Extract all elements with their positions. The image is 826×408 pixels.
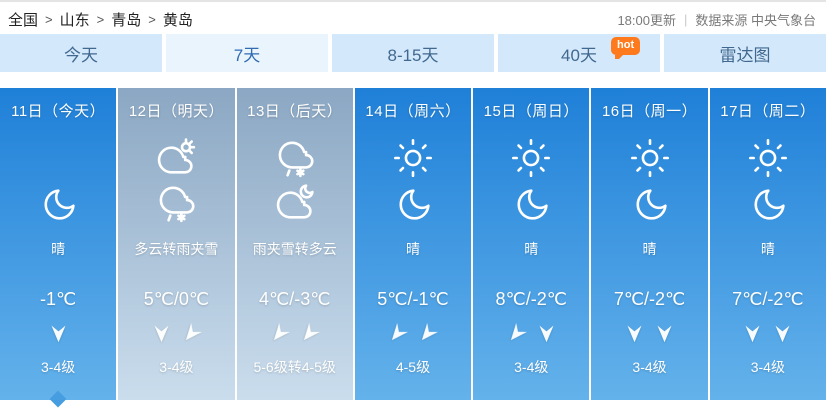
hot-badge: hot bbox=[611, 37, 641, 59]
wind-level: 5-6级转4-5级 bbox=[253, 359, 336, 375]
sun-icon bbox=[393, 138, 433, 178]
temperature: -1℃ bbox=[40, 289, 77, 309]
tab-radar[interactable]: 雷达图 bbox=[664, 34, 826, 72]
sun-icon bbox=[630, 138, 670, 178]
wind-arrows bbox=[387, 322, 439, 344]
weather-icons bbox=[393, 129, 433, 223]
day-date: 16日（周一） bbox=[601, 103, 698, 120]
day-date: 15日（周日） bbox=[483, 103, 579, 120]
breadcrumb-item-province[interactable]: 山东 bbox=[59, 11, 90, 29]
weather-description: 晴 bbox=[524, 241, 539, 257]
day-column[interactable]: 17日（周二） 晴 7℃/-2℃ 3-4级 bbox=[709, 88, 826, 400]
cloud-moon-icon bbox=[275, 183, 315, 223]
weather-icons bbox=[511, 129, 551, 223]
weather-icons bbox=[275, 129, 315, 223]
wind-level: 3-4级 bbox=[514, 359, 549, 375]
wind-arrows bbox=[506, 322, 557, 344]
weather-description: 晴 bbox=[405, 241, 420, 257]
wind-level: 4-5级 bbox=[395, 359, 431, 375]
wind-arrow-down-left-icon bbox=[383, 318, 413, 348]
wind-arrows bbox=[48, 322, 69, 344]
breadcrumb: 全国 > 山东 > 青岛 > 黄岛 bbox=[8, 9, 193, 30]
wind-arrow-down-icon bbox=[772, 323, 793, 344]
temperature: 5℃/0℃ bbox=[143, 289, 210, 309]
wind-arrow-down-left-icon bbox=[177, 318, 207, 348]
day-date: 12日（明天） bbox=[128, 103, 225, 120]
update-time: 18:00更新 bbox=[617, 12, 676, 28]
day-column[interactable]: 11日（今天） 晴 -1℃ 3-4级 bbox=[0, 88, 117, 400]
cloud-sun-icon bbox=[156, 138, 196, 178]
forecast-tabs: 今天 7天 8-15天 40天 hot 雷达图 bbox=[0, 34, 826, 72]
temperature: 5℃/-1℃ bbox=[377, 289, 449, 309]
wind-arrow-down-icon bbox=[654, 323, 675, 344]
moon-icon bbox=[630, 183, 670, 223]
wind-arrows bbox=[269, 322, 321, 344]
weather-icons bbox=[630, 129, 670, 223]
wind-arrow-down-icon bbox=[536, 323, 557, 344]
day-column[interactable]: 12日（明天） 多云转雨夹雪 5℃/0℃ 3-4级 bbox=[118, 88, 235, 400]
wind-arrows bbox=[624, 322, 675, 344]
update-divider: | bbox=[683, 11, 688, 27]
wind-level: 3-4级 bbox=[41, 359, 76, 375]
sleet-icon bbox=[275, 138, 315, 178]
wind-arrow-down-icon bbox=[624, 323, 645, 344]
wind-level: 3-4级 bbox=[750, 359, 785, 375]
top-bar: 全国 > 山东 > 青岛 > 黄岛 18:00更新 | 数据来源 中央气象台 bbox=[0, 2, 826, 34]
weather-icons bbox=[156, 129, 196, 223]
breadcrumb-separator: > bbox=[96, 11, 105, 27]
tab-7day[interactable]: 7天 bbox=[166, 34, 328, 72]
sun-icon bbox=[511, 138, 551, 178]
weather-icons bbox=[38, 129, 78, 223]
wind-arrow-down-left-icon bbox=[501, 318, 531, 348]
day-column[interactable]: 13日（后天） 雨夹雪转多云 4℃/-3℃ 5-6级转4-5级 bbox=[236, 88, 353, 400]
weather-description: 晴 bbox=[51, 241, 66, 257]
breadcrumb-separator: > bbox=[148, 11, 156, 27]
breadcrumb-item-city[interactable]: 青岛 bbox=[111, 11, 142, 29]
data-source: 数据来源 中央气象台 bbox=[695, 12, 816, 28]
moon-icon bbox=[38, 183, 78, 223]
wind-arrows bbox=[742, 322, 793, 344]
weather-icons bbox=[748, 129, 788, 223]
wind-arrows bbox=[151, 322, 202, 344]
tab-today[interactable]: 今天 bbox=[0, 34, 162, 72]
weather-description: 多云转雨夹雪 bbox=[134, 241, 219, 257]
wind-arrow-down-left-icon bbox=[413, 318, 443, 348]
weather-description: 晴 bbox=[760, 241, 775, 257]
wind-arrow-down-icon bbox=[742, 323, 763, 344]
day-column[interactable]: 16日（周一） 晴 7℃/-2℃ 3-4级 bbox=[591, 88, 708, 400]
breadcrumb-separator: > bbox=[45, 11, 53, 27]
wind-arrow-down-icon bbox=[151, 323, 172, 344]
day-date: 17日（周二） bbox=[720, 103, 816, 120]
temperature: 8℃/-2℃ bbox=[495, 289, 567, 309]
day-columns: 11日（今天） 晴 -1℃ 3-4级 12日（明天） 多云转雨夹雪 5℃/0℃ … bbox=[0, 88, 826, 400]
sleet-icon bbox=[156, 183, 196, 223]
wind-arrow-down-left-icon bbox=[265, 318, 295, 348]
wind-arrow-down-left-icon bbox=[295, 318, 325, 348]
temperature: 7℃/-2℃ bbox=[732, 289, 804, 309]
weather-description: 晴 bbox=[642, 241, 657, 257]
breadcrumb-item-country[interactable]: 全国 bbox=[8, 11, 39, 29]
tab-40day-label: 40天 bbox=[561, 45, 597, 65]
wind-level: 3-4级 bbox=[159, 359, 194, 375]
breadcrumb-item-district[interactable]: 黄岛 bbox=[162, 11, 193, 29]
day-date: 14日（周六） bbox=[365, 103, 461, 120]
weather-description: 雨夹雪转多云 bbox=[252, 241, 337, 257]
tab-40day[interactable]: 40天 hot bbox=[498, 34, 660, 72]
day-date: 11日（今天） bbox=[11, 103, 106, 120]
temperature: 4℃/-3℃ bbox=[258, 289, 331, 309]
day-date: 13日（后天） bbox=[247, 103, 343, 120]
moon-icon bbox=[748, 183, 788, 223]
moon-icon bbox=[511, 183, 551, 223]
bottom-strip bbox=[0, 400, 826, 406]
update-info: 18:00更新 | 数据来源 中央气象台 bbox=[617, 10, 816, 29]
moon-icon bbox=[393, 183, 433, 223]
day-column[interactable]: 14日（周六） 晴 5℃/-1℃ 4-5级 bbox=[354, 88, 472, 400]
temperature: 7℃/-2℃ bbox=[613, 289, 686, 309]
wind-arrow-down-icon bbox=[48, 323, 69, 344]
tab-8-15day[interactable]: 8-15天 bbox=[332, 34, 494, 72]
day-column[interactable]: 15日（周日） 晴 8℃/-2℃ 3-4级 bbox=[473, 88, 590, 400]
sun-icon bbox=[748, 138, 788, 178]
wind-level: 3-4级 bbox=[632, 359, 667, 375]
